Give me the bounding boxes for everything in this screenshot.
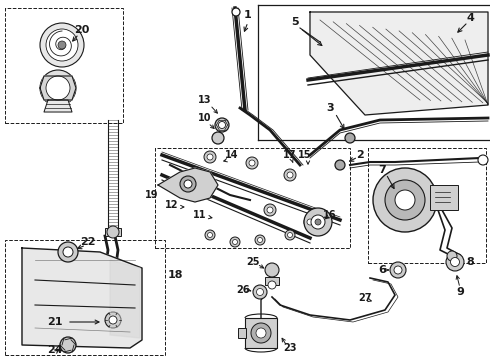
Circle shape xyxy=(230,237,240,247)
Circle shape xyxy=(205,230,215,240)
Circle shape xyxy=(304,216,316,228)
Circle shape xyxy=(207,233,213,238)
Circle shape xyxy=(258,238,263,243)
Circle shape xyxy=(394,266,402,274)
Circle shape xyxy=(215,118,229,132)
Text: 14: 14 xyxy=(225,150,239,160)
Bar xyxy=(5,240,165,355)
Text: 6: 6 xyxy=(378,265,386,275)
Circle shape xyxy=(207,154,213,160)
Text: 20: 20 xyxy=(74,25,90,35)
Circle shape xyxy=(46,76,70,100)
Circle shape xyxy=(304,208,332,236)
Polygon shape xyxy=(40,76,76,100)
Circle shape xyxy=(345,133,355,143)
Circle shape xyxy=(58,41,66,49)
Circle shape xyxy=(385,180,425,220)
Circle shape xyxy=(40,70,76,106)
Text: 2: 2 xyxy=(356,150,364,160)
Text: 17: 17 xyxy=(283,150,297,160)
Circle shape xyxy=(265,263,279,277)
Polygon shape xyxy=(22,248,142,348)
Circle shape xyxy=(109,316,117,324)
Circle shape xyxy=(184,180,192,188)
Circle shape xyxy=(395,190,415,210)
Text: 16: 16 xyxy=(323,210,337,220)
Circle shape xyxy=(60,337,76,353)
Text: 22: 22 xyxy=(80,237,96,247)
Text: 25: 25 xyxy=(246,257,260,267)
Circle shape xyxy=(232,239,238,244)
Circle shape xyxy=(256,328,266,338)
Circle shape xyxy=(46,29,78,61)
Circle shape xyxy=(105,312,121,328)
Bar xyxy=(368,148,486,263)
Circle shape xyxy=(219,122,225,129)
Text: 27: 27 xyxy=(358,293,372,303)
Circle shape xyxy=(256,288,264,296)
Text: 10: 10 xyxy=(198,113,212,123)
Circle shape xyxy=(373,168,437,232)
Text: 1: 1 xyxy=(244,10,252,20)
Circle shape xyxy=(58,242,78,262)
Polygon shape xyxy=(258,5,490,140)
Circle shape xyxy=(264,204,276,216)
Circle shape xyxy=(288,233,293,238)
Bar xyxy=(155,148,350,248)
Text: 12: 12 xyxy=(165,200,179,210)
Text: 19: 19 xyxy=(145,190,158,200)
Polygon shape xyxy=(110,260,140,338)
Text: 7: 7 xyxy=(378,165,386,175)
Polygon shape xyxy=(44,100,72,112)
Bar xyxy=(430,185,458,210)
Circle shape xyxy=(335,160,345,170)
Circle shape xyxy=(285,230,295,240)
Circle shape xyxy=(212,132,224,144)
Text: 11: 11 xyxy=(193,210,207,220)
Circle shape xyxy=(446,253,464,271)
Circle shape xyxy=(246,157,258,169)
Text: 4: 4 xyxy=(466,13,474,23)
Circle shape xyxy=(232,8,240,16)
Circle shape xyxy=(204,151,216,163)
Text: 26: 26 xyxy=(236,285,250,295)
Circle shape xyxy=(268,281,276,289)
Circle shape xyxy=(40,23,84,67)
Circle shape xyxy=(253,285,267,299)
Text: 5: 5 xyxy=(291,17,299,27)
Polygon shape xyxy=(310,12,488,115)
Text: 15: 15 xyxy=(298,150,312,160)
Circle shape xyxy=(249,160,255,166)
Circle shape xyxy=(450,257,460,266)
Circle shape xyxy=(315,219,321,225)
Text: 18: 18 xyxy=(168,270,183,280)
Bar xyxy=(5,8,123,123)
Circle shape xyxy=(478,155,488,165)
Text: 9: 9 xyxy=(456,287,464,297)
Text: 23: 23 xyxy=(283,343,297,353)
Circle shape xyxy=(311,215,325,229)
Circle shape xyxy=(267,207,273,213)
Circle shape xyxy=(390,262,406,278)
Text: 8: 8 xyxy=(466,257,474,267)
Text: 21: 21 xyxy=(47,317,63,327)
Circle shape xyxy=(180,176,196,192)
Circle shape xyxy=(255,235,265,245)
Circle shape xyxy=(307,219,313,225)
Bar xyxy=(238,328,246,338)
Polygon shape xyxy=(158,168,218,202)
Circle shape xyxy=(107,226,119,238)
Bar xyxy=(265,277,279,285)
Circle shape xyxy=(284,169,296,181)
Bar xyxy=(245,318,277,348)
Text: 13: 13 xyxy=(198,95,212,105)
Text: 3: 3 xyxy=(326,103,334,113)
Text: 24: 24 xyxy=(47,345,63,355)
Circle shape xyxy=(63,247,73,257)
Bar xyxy=(105,228,121,236)
Circle shape xyxy=(447,251,457,261)
Circle shape xyxy=(287,172,293,178)
Circle shape xyxy=(251,323,271,343)
